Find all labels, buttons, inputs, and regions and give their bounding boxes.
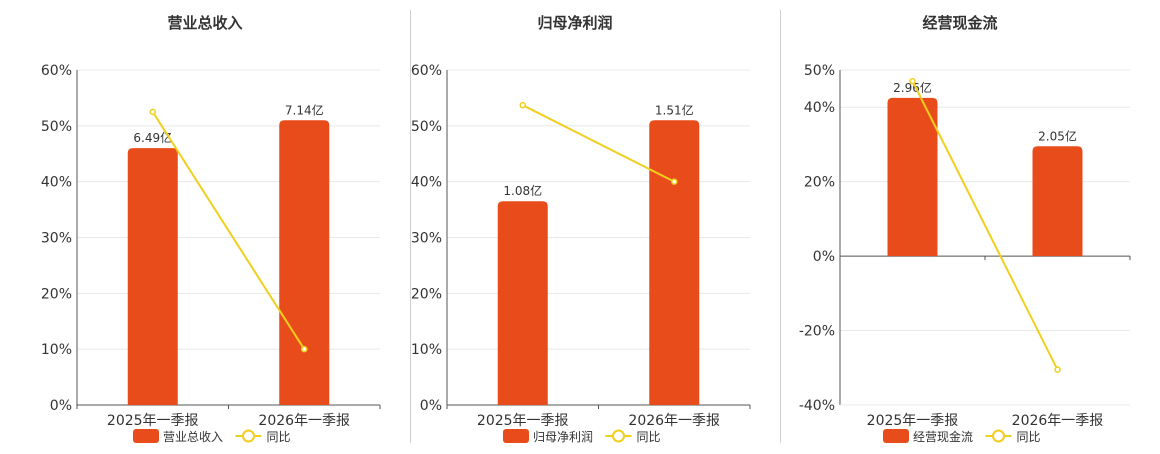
bar-data-label: 6.49亿 [133,130,172,145]
y-tick-label: 0% [813,249,835,265]
bar-data-label: 2.96亿 [893,80,932,95]
y-tick-label: 40% [804,100,835,116]
panel-divider [780,10,781,443]
chart-svg: 60% 50% 40% 30% 20% 10% 0% 2025年一季报 2026年一季报 6.49… [41,63,381,444]
bar-data-label: 1.51亿 [655,102,694,117]
yoy-point [519,101,526,109]
y-tick-label: 0% [420,398,442,414]
yoy-point [909,77,916,85]
bar [279,120,330,405]
y-tick-label: 20% [411,286,442,302]
bar [497,201,548,405]
chart-svg: 50% 40% 20% 0% -20% -40% 2025年一季报 2026年一季报 2.96亿… [799,63,1131,444]
legend-label: 归母净利润 [533,430,593,444]
y-tick-label: -40% [799,398,835,414]
chart-title: 归母净利润 [537,14,613,32]
panel-divider [410,10,411,443]
yoy-line [911,80,1059,371]
y-tick-label: 40% [41,175,72,191]
yoy-point [301,345,308,353]
legend-line-marker [992,429,1005,443]
y-tick-label: 30% [411,231,442,247]
y-tick-label: 20% [41,286,72,302]
chart-panel-revenue: 营业总收入 60% 50% 40% 30% 20% 10% 0% 2025年一季报 2026年一… [0,0,410,450]
y-tick-label: 50% [411,119,442,135]
bar-data-label: 2.05亿 [1038,128,1077,143]
y-tick-label: 0% [50,398,72,414]
x-tick-label: 2025年一季报 [867,413,959,429]
bar [649,120,700,405]
chart-title: 营业总收入 [167,14,243,32]
yoy-point [149,108,156,116]
y-tick-label: 10% [411,342,442,358]
chart-svg: 60% 50% 40% 30% 20% 10% 0% 2025年一季报 2026年一季报 1.08… [411,63,751,444]
yoy-line [151,111,306,350]
x-tick-label: 2026年一季报 [628,413,720,429]
chart-panel-net-profit: 归母净利润 60% 50% 40% 30% 20% 10% 0% 2025年一季报 2026年一… [370,0,780,450]
x-tick-label: 2026年一季报 [1012,413,1104,429]
legend-label: 营业总收入 [163,430,223,444]
legend-bar-swatch [883,429,909,443]
y-tick-label: 30% [41,231,72,247]
bar-data-label: 1.08亿 [503,183,542,198]
legend-bar-swatch [133,429,159,443]
chart-panel-cash-flow: 经营现金流 50% 40% 20% 0% -20% -40% 2025年一季报 2026年一季… [760,0,1160,450]
y-tick-label: 50% [804,63,835,79]
y-tick-label: -20% [799,324,835,340]
legend-bar-swatch [503,429,529,443]
legend-label: 同比 [637,430,661,444]
y-tick-label: 50% [41,119,72,135]
y-tick-label: 60% [41,63,72,79]
bar [887,97,938,257]
legend-label: 同比 [1017,430,1041,444]
legend-line-marker [612,429,625,443]
legend-label: 经营现金流 [913,429,973,444]
y-tick-label: 10% [41,342,72,358]
y-tick-label: 40% [411,175,442,191]
bar [1032,146,1083,257]
bar [127,148,178,405]
bar-data-label: 7.14亿 [285,102,324,117]
y-tick-label: 20% [804,175,835,191]
yoy-point [1054,366,1061,373]
legend-line-marker [242,429,255,443]
x-tick-label: 2026年一季报 [258,413,350,429]
yoy-line [522,104,675,183]
x-tick-label: 2025年一季报 [477,413,569,429]
x-tick-label: 2025年一季报 [107,413,199,429]
legend-label: 同比 [267,430,291,444]
yoy-point [671,178,678,185]
y-tick-label: 60% [411,63,442,79]
chart-title: 经营现金流 [922,14,998,32]
